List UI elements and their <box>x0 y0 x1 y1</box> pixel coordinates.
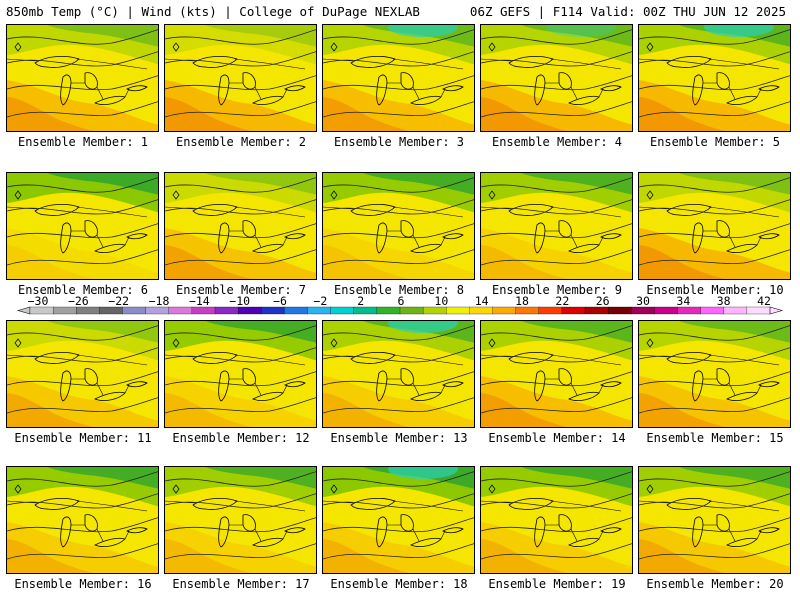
ensemble-member-label: Ensemble Member: 10 <box>646 283 784 297</box>
colorbar-swatch <box>214 306 239 315</box>
colorbar-tick-label: 26 <box>596 296 610 308</box>
ensemble-member-map <box>164 24 317 132</box>
ensemble-member-label: Ensemble Member: 4 <box>491 135 623 149</box>
ensemble-member-label: Ensemble Member: 6 <box>17 283 149 297</box>
ensemble-member-map <box>6 172 159 280</box>
colorbar-tick-label: 2 <box>357 296 364 308</box>
ensemble-member-map <box>638 172 791 280</box>
ensemble-member-map <box>638 466 791 574</box>
ensemble-member-map <box>638 24 791 132</box>
colorbar-tick-label: 42 <box>757 296 771 308</box>
colorbar-tick-label: 30 <box>636 296 650 308</box>
ensemble-member-label: Ensemble Member: 20 <box>646 577 784 591</box>
colorbar-tick-label: −14 <box>189 296 210 308</box>
colorbar-tick-label: 38 <box>717 296 731 308</box>
temperature-colorbar: −30 −26 −22 −18 −14 −10 −6 −2 2 6 10 14 18 22 26 30 34 38… <box>16 296 784 315</box>
ensemble-member-map <box>480 320 633 428</box>
colorbar-tick-label: −22 <box>108 296 129 308</box>
colorbar-tick-label: 18 <box>515 296 529 308</box>
colorbar-swatch <box>631 306 655 315</box>
colorbar-swatch <box>307 306 332 315</box>
colorbar-tick-label: −26 <box>68 296 89 308</box>
map-title: 850mb Temp (°C) | Wind (kts) | College o… <box>6 4 420 19</box>
colorbar-swatch <box>515 306 540 315</box>
colorbar-swatch <box>561 306 586 315</box>
colorbar-swatch <box>746 306 771 315</box>
colorbar-tick-label: −6 <box>273 296 287 308</box>
colorbar-tick-label: −18 <box>149 296 170 308</box>
colorbar-swatch <box>538 306 563 315</box>
colorbar-swatch <box>168 306 193 315</box>
ensemble-member-label: Ensemble Member: 15 <box>646 431 784 445</box>
ensemble-member-map <box>6 320 159 428</box>
colorbar-swatch <box>399 306 424 315</box>
ensemble-member-map <box>480 466 633 574</box>
colorbar-swatch <box>607 306 632 315</box>
ensemble-member-map <box>164 320 317 428</box>
colorbar-tick-label: −2 <box>313 296 327 308</box>
ensemble-member-label: Ensemble Member: 8 <box>333 283 465 297</box>
ensemble-member-map <box>6 466 159 574</box>
ensemble-member-map <box>638 320 791 428</box>
ensemble-member-map <box>480 172 633 280</box>
colorbar-swatch <box>654 306 678 315</box>
ensemble-member-label: Ensemble Member: 3 <box>333 135 465 149</box>
colorbar-swatch <box>723 306 748 315</box>
ensemble-member-label: Ensemble Member: 9 <box>491 283 623 297</box>
ensemble-member-label: Ensemble Member: 2 <box>175 135 307 149</box>
ensemble-member-map <box>6 24 159 132</box>
ensemble-member-label: Ensemble Member: 7 <box>175 283 307 297</box>
colorbar-swatch <box>700 306 725 315</box>
ensemble-member-label: Ensemble Member: 12 <box>172 431 310 445</box>
colorbar-swatch <box>29 306 54 315</box>
colorbar-swatch <box>422 306 447 315</box>
colorbar-swatch <box>261 306 285 315</box>
colorbar-swatch <box>330 306 355 315</box>
ensemble-member-label: Ensemble Member: 1 <box>17 135 149 149</box>
colorbar-swatch <box>76 306 100 315</box>
colorbar-swatch <box>191 306 216 315</box>
colorbar-tick-label: 34 <box>676 296 690 308</box>
ensemble-member-map <box>322 466 475 574</box>
colorbar-tick-label: −30 <box>28 296 49 308</box>
colorbar-swatch <box>677 306 702 315</box>
colorbar-swatch <box>353 306 378 315</box>
colorbar-swatch <box>284 306 308 315</box>
ensemble-member-label: Ensemble Member: 5 <box>649 135 781 149</box>
ensemble-member-map <box>322 24 475 132</box>
ensemble-member-map <box>480 24 633 132</box>
model-run-info: 06Z GEFS | F114 Valid: 00Z THU JUN 12 20… <box>469 4 786 19</box>
colorbar-swatch <box>145 306 170 315</box>
colorbar-right-arrow <box>769 306 784 315</box>
colorbar-swatch <box>469 306 493 315</box>
colorbar-swatch <box>52 306 77 315</box>
ensemble-member-label: Ensemble Member: 17 <box>172 577 310 591</box>
colorbar-tick-label: 22 <box>555 296 569 308</box>
ensemble-member-label: Ensemble Member: 16 <box>14 577 152 591</box>
colorbar-tick-label: 10 <box>434 296 448 308</box>
ensemble-member-map <box>164 172 317 280</box>
colorbar-swatch <box>122 306 147 315</box>
ensemble-member-map <box>322 320 475 428</box>
colorbar-swatch <box>376 306 401 315</box>
ensemble-member-label: Ensemble Member: 13 <box>330 431 468 445</box>
ensemble-member-label: Ensemble Member: 11 <box>14 431 152 445</box>
colorbar-left-arrow <box>16 306 31 315</box>
colorbar-tick-label: 6 <box>398 296 405 308</box>
ensemble-member-label: Ensemble Member: 19 <box>488 577 626 591</box>
ensemble-member-map <box>322 172 475 280</box>
colorbar-swatch <box>492 306 517 315</box>
ensemble-member-label: Ensemble Member: 14 <box>488 431 626 445</box>
colorbar-tick-label: −10 <box>229 296 250 308</box>
colorbar-swatch <box>99 306 123 315</box>
colorbar-swatch <box>584 306 609 315</box>
colorbar-swatch <box>446 306 470 315</box>
ensemble-member-map <box>164 466 317 574</box>
colorbar-tick-label: 14 <box>475 296 489 308</box>
colorbar-swatch <box>237 306 262 315</box>
ensemble-member-label: Ensemble Member: 18 <box>330 577 468 591</box>
